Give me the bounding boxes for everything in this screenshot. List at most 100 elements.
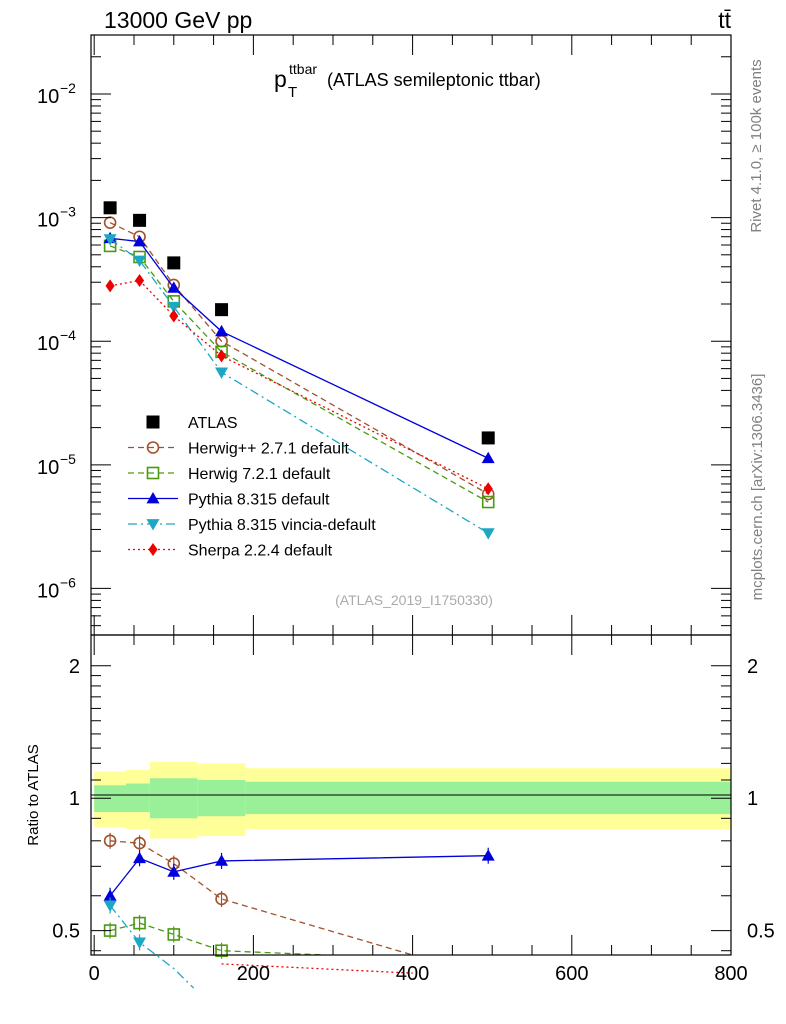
main-y-tick-exponent: −5	[60, 451, 76, 467]
point-pythia-8-315-vincia-default	[167, 301, 181, 314]
ratio-band-inner	[126, 783, 150, 813]
ratio-y-tick-label-left: 0.5	[52, 921, 80, 943]
ratio-point-herwig-2-7-1-default	[215, 892, 228, 906]
ratio-line-pythia-8-315-vincia-default	[109, 905, 195, 989]
ratio-y-tick-label-right: 2	[747, 656, 758, 678]
ratio-point-pythia-8-315-default	[133, 851, 147, 864]
main-panel: 10−210−310−410−510−6 p ttbar T (ATLAS se…	[37, 34, 732, 636]
header-left: 13000 GeV pp	[104, 7, 252, 33]
point-pythia-8-315-default	[167, 281, 181, 293]
ratio-y-tick-label-right: 0.5	[747, 921, 775, 943]
x-tick-label: 600	[555, 963, 588, 985]
main-x-ticks	[93, 35, 732, 635]
ratio-point-herwig-7-2-1-default	[133, 916, 146, 930]
ratio-y-tick-label-left: 2	[69, 656, 80, 678]
point-sherpa-2-2-4-default	[135, 273, 145, 287]
point-atlas	[481, 431, 495, 445]
point-sherpa-2-2-4-default	[483, 482, 493, 496]
point-pythia-8-315-default	[481, 451, 495, 464]
series-line-pythia-8-315-vincia-default	[109, 238, 489, 534]
ratio-line-herwig-2-7-1-default	[110, 840, 413, 956]
main-y-tick-exponent: −3	[60, 204, 76, 220]
legend-marker-atlas	[146, 415, 160, 429]
point-pythia-8-315-default	[215, 324, 229, 337]
ratio-line-pythia-8-315-default	[109, 855, 489, 897]
ratio-band-inner	[245, 781, 731, 815]
x-tick-label: 200	[237, 963, 270, 985]
ratio-band-inner	[149, 778, 198, 819]
legend-label-herwig-2-7-1-default: Herwig++ 2.7.1 default	[188, 441, 350, 458]
point-atlas	[167, 256, 181, 270]
main-title-sup: ttbar	[289, 61, 317, 77]
legend-marker-pythia-8-315-default	[146, 492, 160, 504]
ratio-frame	[90, 634, 732, 956]
series-line-herwig-7-2-1-default	[109, 245, 489, 503]
ratio-point-herwig-2-7-1-default	[103, 834, 117, 848]
main-series-layer	[103, 201, 495, 540]
analysis-watermark: (ATLAS_2019_I1750330)	[335, 592, 493, 608]
legend-label-herwig-7-2-1-default: Herwig 7.2.1 default	[188, 466, 331, 483]
main-y-tick-label: 10	[37, 580, 59, 602]
ratio-line-sherpa-2-2-4-default	[221, 963, 413, 974]
ratio-series-layer	[103, 832, 495, 989]
legend-marker-pythia-8-315-vincia-default	[146, 519, 160, 531]
point-sherpa-2-2-4-default	[105, 279, 115, 293]
legend: ATLAS Herwig++ 2.7.1 default Herwig 7.2.1 …	[128, 415, 376, 560]
main-y-tick-exponent: −2	[60, 80, 76, 96]
main-title-sub: T	[288, 84, 297, 101]
series-line-pythia-8-315-default	[110, 237, 489, 459]
rivet-label: Rivet 4.1.0, ≥ 100k events	[748, 59, 765, 232]
ratio-point-pythia-8-315-default	[167, 865, 181, 877]
point-herwig-7-2-1-default	[481, 495, 495, 509]
point-sherpa-2-2-4-default	[216, 349, 227, 363]
legend-marker-herwig-7-2-1-default	[146, 466, 160, 480]
x-tick-label: 400	[396, 963, 429, 985]
main-title-p: p	[274, 66, 287, 92]
point-pythia-8-315-vincia-default	[481, 528, 495, 540]
main-y-tick-label: 10	[37, 210, 59, 232]
x-tick-label: 800	[714, 963, 747, 985]
ratio-point-pythia-8-315-default	[103, 889, 117, 901]
legend-label-pythia-8-315-default: Pythia 8.315 default	[188, 492, 330, 509]
main-y-tick-label: 10	[37, 86, 59, 108]
legend-marker-herwig-2-7-1-default	[146, 441, 160, 454]
main-y-tick-exponent: −4	[60, 327, 76, 343]
point-pythia-8-315-vincia-default	[103, 234, 117, 246]
main-frame	[90, 34, 732, 636]
ratio-bands	[94, 761, 731, 839]
ratio-y-axis: 0.5 0.5 1 1 2 2	[52, 656, 775, 952]
mcplots-label: mcplots.cern.ch [arXiv:1306.3436]	[749, 374, 766, 601]
main-y-tick-label: 10	[37, 457, 59, 479]
ratio-y-tick-label-left: 1	[69, 788, 80, 810]
ratio-x-axis: 0 200 400 600 800	[89, 635, 748, 985]
main-y-axis: 10−210−310−410−510−6	[37, 34, 731, 627]
main-y-tick-exponent: −6	[60, 574, 76, 590]
ratio-line-herwig-7-2-1-default	[109, 922, 326, 956]
ratio-y-label: Ratio to ATLAS	[25, 744, 42, 845]
ratio-point-pythia-8-315-vincia-default	[133, 937, 147, 949]
legend-label-atlas: ATLAS	[188, 415, 238, 432]
point-pythia-8-315-vincia-default	[133, 255, 147, 267]
main-title-rest: (ATLAS semileptonic ttbar)	[327, 70, 541, 90]
point-pythia-8-315-vincia-default	[215, 367, 229, 379]
legend-label-pythia-8-315-vincia-default: Pythia 8.315 vincia-default	[188, 517, 376, 534]
legend-marker-sherpa-2-2-4-default	[148, 543, 158, 556]
point-atlas	[215, 303, 229, 317]
ratio-point-pythia-8-315-default	[215, 854, 229, 866]
ratio-point-herwig-2-7-1-default	[133, 836, 146, 850]
series-line-sherpa-2-2-4-default	[109, 279, 489, 490]
ratio-y-tick-label-right: 1	[747, 788, 758, 810]
point-atlas	[103, 201, 117, 215]
point-atlas	[133, 213, 147, 227]
ratio-point-pythia-8-315-default	[481, 849, 495, 861]
legend-label-sherpa-2-2-4-default: Sherpa 2.2.4 default	[188, 543, 333, 560]
main-y-tick-label: 10	[37, 333, 59, 355]
header-right: tt̄	[718, 7, 731, 33]
point-sherpa-2-2-4-default	[169, 309, 179, 323]
ratio-point-herwig-7-2-1-default	[215, 944, 228, 958]
x-tick-label: 0	[89, 963, 100, 985]
ratio-point-herwig-7-2-1-default	[167, 928, 181, 941]
ratio-band-inner	[197, 779, 246, 817]
ratio-panel: 0.5 0.5 1 1 2 2 0 200 400 600 800 Ratio to ATLAS	[25, 634, 775, 989]
